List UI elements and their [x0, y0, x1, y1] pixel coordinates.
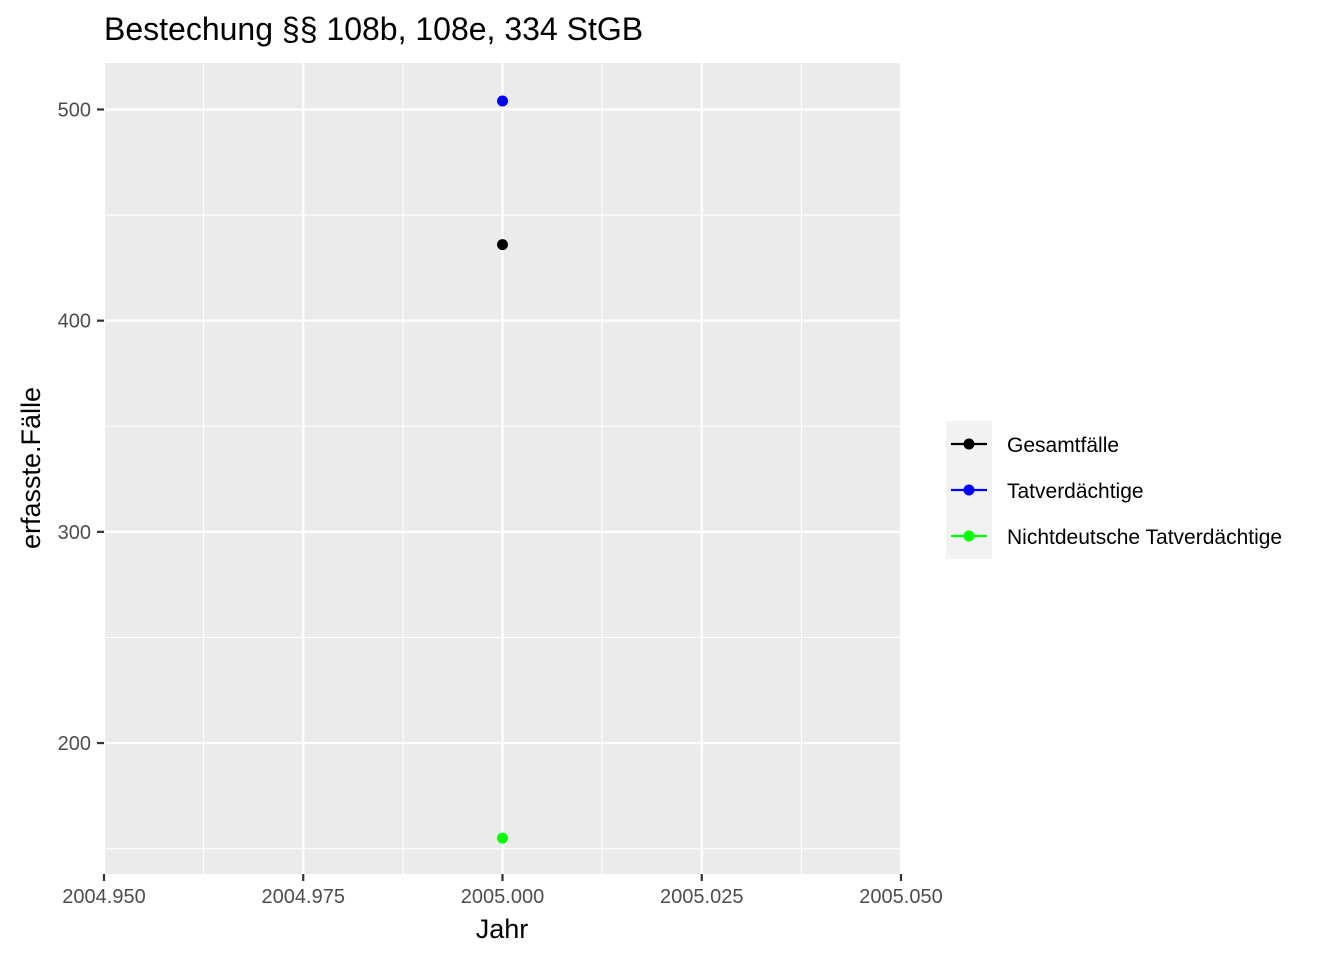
x-tick-label: 2004.975	[262, 886, 345, 908]
data-point	[497, 832, 508, 844]
y-axis-title: erfasste.Fälle	[16, 387, 46, 549]
data-point	[497, 95, 508, 107]
x-axis: 2004.950 2004.975 2005.000 2005.025 2005.050	[62, 874, 943, 908]
y-tick-label: 500	[58, 99, 91, 121]
legend-items: Gesamtfälle Tatverdächtige Nichtdeutsche T…	[951, 434, 1282, 549]
data-point	[497, 239, 508, 251]
legend-key-point	[963, 438, 975, 450]
grid-major	[102, 63, 903, 874]
series-marks	[497, 95, 508, 844]
y-tick-label: 300	[58, 522, 91, 544]
legend-key-point	[963, 484, 975, 496]
x-tick-label: 2005.025	[660, 886, 743, 908]
y-axis: 200 300 400 500	[58, 99, 104, 755]
chart-title: Bestechung §§ 108b, 108e, 334 StGB	[104, 11, 643, 47]
x-axis-title: Jahr	[476, 914, 529, 944]
legend-label: Gesamtfälle	[1007, 434, 1119, 457]
x-tick-label: 2005.050	[859, 886, 942, 908]
x-tick-label: 2004.950	[62, 886, 145, 908]
legend-key-point	[963, 530, 975, 542]
y-tick-label: 400	[58, 311, 91, 333]
x-tick-label: 2005.000	[461, 886, 544, 908]
y-tick-label: 200	[58, 733, 91, 755]
legend-label: Nichtdeutsche Tatverdächtige	[1007, 526, 1282, 549]
legend-label: Tatverdächtige	[1007, 480, 1144, 503]
